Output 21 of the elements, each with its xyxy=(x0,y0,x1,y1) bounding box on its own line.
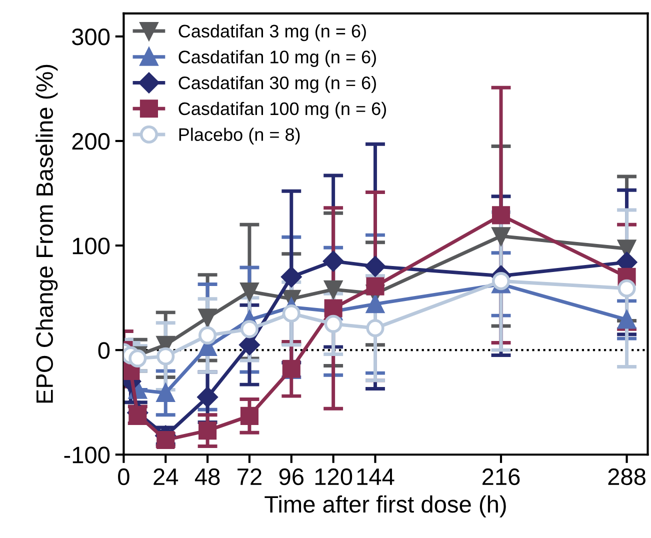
y-tick-label: 300 xyxy=(72,28,110,46)
x-tick-label: 288 xyxy=(608,468,646,486)
y-tick-label: 200 xyxy=(72,133,110,150)
legend-label: Casdatifan 10 mg (n = 6) xyxy=(178,50,376,67)
x-axis-title: Time after first dose (h) xyxy=(264,495,506,518)
legend-label: Casdatifan 3 mg (n = 6) xyxy=(178,24,366,42)
y-axis-title: EPO Change From Baseline (%) xyxy=(36,64,58,403)
y-tick-label: 0 xyxy=(98,342,110,359)
x-tick-label: 72 xyxy=(238,468,262,485)
y-tick-label: -100 xyxy=(64,446,110,464)
x-tick-label: 96 xyxy=(279,468,304,486)
y-tick-label: 100 xyxy=(72,238,110,254)
x-tick-label: 0 xyxy=(118,468,130,486)
x-tick-label: 120 xyxy=(315,468,352,486)
x-tick-label: 24 xyxy=(154,468,178,485)
legend-label: Placebo (n = 8) xyxy=(179,128,300,145)
x-tick-label: 144 xyxy=(357,468,394,485)
x-tick-label: 216 xyxy=(482,468,520,486)
x-tick-label: 48 xyxy=(194,468,220,486)
legend-label: Casdatifan 30 mg (n = 6) xyxy=(178,76,376,93)
legend-label: Casdatifan 100 mg (n = 6) xyxy=(178,102,386,119)
